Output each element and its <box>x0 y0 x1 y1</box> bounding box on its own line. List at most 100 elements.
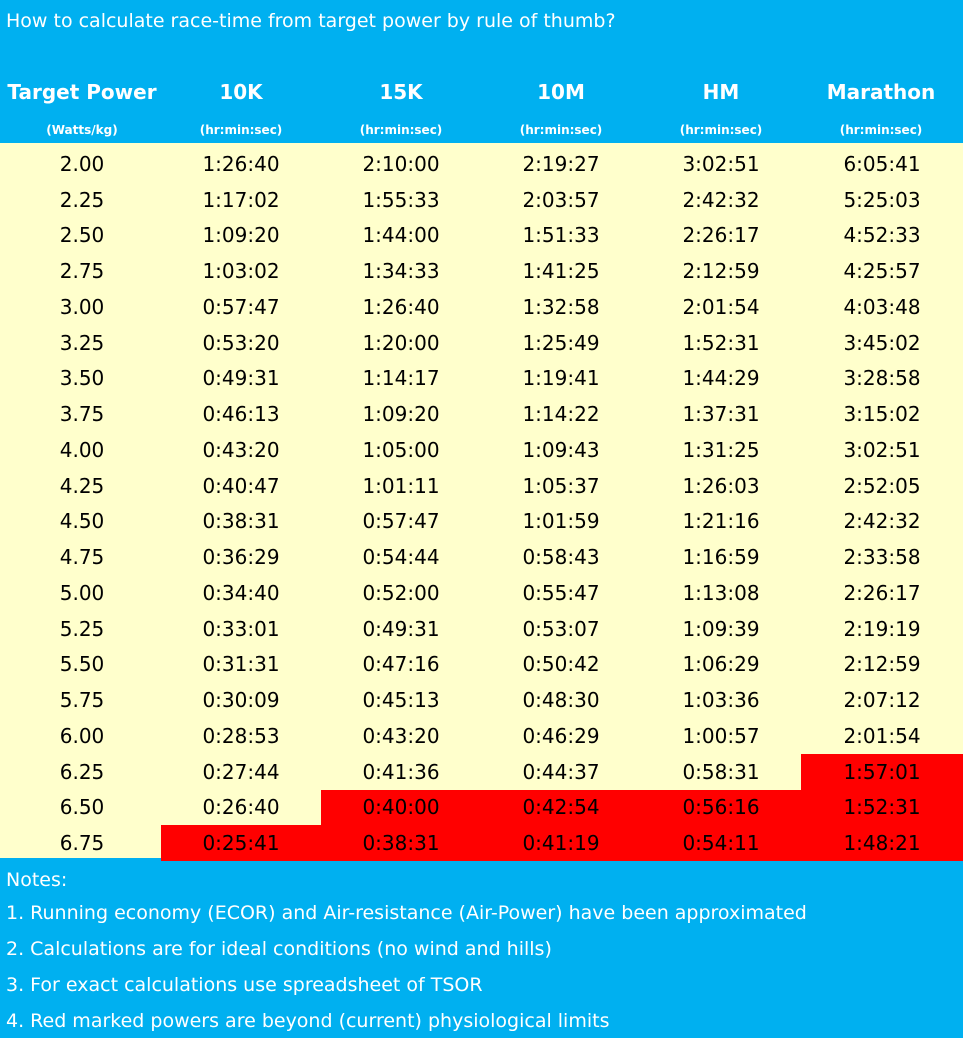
table-cell: 3.75 <box>59 402 105 427</box>
table-cell: 1:57:01 <box>801 753 963 790</box>
table-cell: 1:01:59 <box>522 509 600 534</box>
table-cell: 1:00:57 <box>682 723 760 748</box>
table-cell: 6.75 <box>59 831 105 856</box>
table-cell: 1:55:33 <box>362 187 440 212</box>
table-cell: 0:52:00 <box>362 580 440 605</box>
table-cell: 1:25:49 <box>522 330 600 355</box>
table-cell: 0:25:41 <box>161 825 321 861</box>
table-cell: 5:25:03 <box>843 187 921 212</box>
table-cell: 1:06:29 <box>682 652 760 677</box>
table-cell: 1:13:08 <box>682 580 760 605</box>
header-band <box>0 0 963 143</box>
table-cell: 0:36:29 <box>202 545 280 570</box>
table-cell: 0:55:47 <box>522 580 600 605</box>
column-unit: (hr:min:sec) <box>199 123 283 137</box>
column-unit: (hr:min:sec) <box>679 123 763 137</box>
table-cell: 1:14:17 <box>362 366 440 391</box>
table-cell: 1:44:00 <box>362 223 440 248</box>
table-cell: 0:38:31 <box>321 825 481 861</box>
table-cell: 2.50 <box>59 223 105 248</box>
note-item: 3. For exact calculations use spreadshee… <box>6 974 483 996</box>
table-cell: 0:54:44 <box>362 545 440 570</box>
table-cell: 0:57:47 <box>362 509 440 534</box>
table-cell: 0:50:42 <box>522 652 600 677</box>
table-cell: 1:01:11 <box>362 473 440 498</box>
table-cell: 6.50 <box>59 795 105 820</box>
table-cell: 1:03:36 <box>682 688 760 713</box>
table-cell: 1:26:03 <box>682 473 760 498</box>
table-cell: 0:56:16 <box>641 789 801 826</box>
table-cell: 3.00 <box>59 294 105 319</box>
table-cell: 0:49:31 <box>202 366 280 391</box>
table-cell: 2:12:59 <box>682 259 760 284</box>
table-cell: 6.00 <box>59 723 105 748</box>
table-cell: 0:27:44 <box>202 759 280 784</box>
note-item: 2. Calculations are for ideal conditions… <box>6 938 552 960</box>
table-cell: 2:01:54 <box>843 723 921 748</box>
table-cell: 0:40:00 <box>321 789 481 826</box>
column-unit: (hr:min:sec) <box>839 123 923 137</box>
table-cell: 2:33:58 <box>843 545 921 570</box>
table-cell: 1:51:33 <box>522 223 600 248</box>
table-cell: 0:58:43 <box>522 545 600 570</box>
table-cell: 1:05:37 <box>522 473 600 498</box>
table-cell: 0:26:40 <box>202 795 280 820</box>
table-cell: 0:43:20 <box>362 723 440 748</box>
table-cell: 2:42:32 <box>843 509 921 534</box>
notes-band <box>0 858 963 1038</box>
table-cell: 1:41:25 <box>522 259 600 284</box>
table-cell: 1:09:20 <box>202 223 280 248</box>
table-cell: 3:15:02 <box>843 402 921 427</box>
table-cell: 1:26:40 <box>362 294 440 319</box>
table-cell: 0:43:20 <box>202 437 280 462</box>
table-cell: 1:09:43 <box>522 437 600 462</box>
table-cell: 2.75 <box>59 259 105 284</box>
table-cell: 5.00 <box>59 580 105 605</box>
table-cell: 0:57:47 <box>202 294 280 319</box>
table-cell: 4.25 <box>59 473 105 498</box>
table-cell: 0:58:31 <box>682 759 760 784</box>
table-cell: 0:49:31 <box>362 616 440 641</box>
column-header: 10M <box>537 80 585 104</box>
table-cell: 1:48:21 <box>801 825 963 861</box>
table-cell: 1:14:22 <box>522 402 600 427</box>
table-cell: 0:33:01 <box>202 616 280 641</box>
table-cell: 0:53:07 <box>522 616 600 641</box>
table-cell: 2:19:19 <box>843 616 921 641</box>
table-cell: 2:42:32 <box>682 187 760 212</box>
table-cell: 0:46:29 <box>522 723 600 748</box>
column-header: 10K <box>219 80 263 104</box>
table-cell: 1:34:33 <box>362 259 440 284</box>
table-cell: 4:25:57 <box>843 259 921 284</box>
column-unit: (hr:min:sec) <box>359 123 443 137</box>
table-cell: 1:03:02 <box>202 259 280 284</box>
column-header: HM <box>702 80 740 104</box>
table-cell: 0:53:20 <box>202 330 280 355</box>
table-cell: 4:03:48 <box>843 294 921 319</box>
table-cell: 2:01:54 <box>682 294 760 319</box>
table-cell: 3:02:51 <box>682 151 760 176</box>
table-cell: 0:48:30 <box>522 688 600 713</box>
table-cell: 1:16:59 <box>682 545 760 570</box>
table-cell: 0:46:13 <box>202 402 280 427</box>
column-header: 15K <box>379 80 423 104</box>
table-cell: 6.25 <box>59 759 105 784</box>
table-cell: 2.25 <box>59 187 105 212</box>
table-cell: 0:40:47 <box>202 473 280 498</box>
table-cell: 0:54:11 <box>641 825 801 861</box>
note-item: 1. Running economy (ECOR) and Air-resist… <box>6 902 807 924</box>
table-cell: 3:02:51 <box>843 437 921 462</box>
table-cell: 3.25 <box>59 330 105 355</box>
column-header: Target Power <box>7 80 157 104</box>
table-cell: 1:19:41 <box>522 366 600 391</box>
table-cell: 0:30:09 <box>202 688 280 713</box>
table-cell: 6:05:41 <box>843 151 921 176</box>
table-cell: 0:28:53 <box>202 723 280 748</box>
table-cell: 1:09:20 <box>362 402 440 427</box>
table-cell: 1:37:31 <box>682 402 760 427</box>
table-cell: 0:47:16 <box>362 652 440 677</box>
table-cell: 0:31:31 <box>202 652 280 677</box>
table-cell: 4.75 <box>59 545 105 570</box>
table-cell: 1:31:25 <box>682 437 760 462</box>
table-cell: 5.75 <box>59 688 105 713</box>
